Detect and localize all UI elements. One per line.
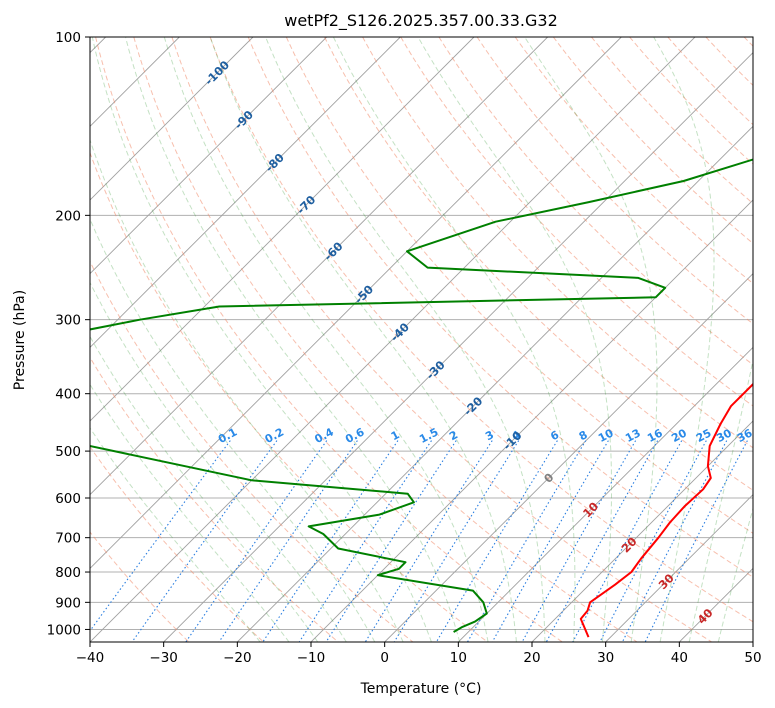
isotherm-line — [163, 52, 753, 642]
mixing-ratio-line — [262, 440, 399, 642]
mixing-ratio-line — [491, 440, 609, 642]
y-tick-label: 300 — [55, 313, 81, 329]
moist-adiabat — [653, 37, 715, 642]
isotherm-line — [90, 37, 622, 569]
mixing-ratio-line — [435, 440, 558, 642]
dry-adiabat — [209, 37, 753, 623]
mixing-ratio-line — [644, 440, 748, 642]
dry-adiabat — [400, 37, 753, 407]
moist-adiabat — [90, 427, 261, 642]
mixing-ratio-label: 25 — [694, 426, 714, 445]
x-tick-label: 10 — [450, 650, 467, 666]
temperature-profile — [579, 382, 753, 638]
chart-title: wetPf2_S126.2025.357.00.33.G32 — [284, 11, 558, 31]
y-tick-label: 600 — [55, 491, 81, 507]
moist-adiabat — [332, 37, 576, 642]
y-tick-label: 900 — [55, 595, 81, 611]
dry-adiabat — [285, 37, 753, 534]
moist-adiabat — [163, 37, 489, 642]
moist-adiabat — [717, 506, 753, 642]
moist-adiabat — [90, 383, 290, 642]
mixing-ratio-line — [218, 440, 358, 642]
x-tick-label: 0 — [380, 650, 389, 666]
dry-adiabat — [90, 445, 264, 642]
mixing-ratio-line — [298, 440, 432, 642]
dry-adiabat — [247, 37, 753, 578]
y-tick-label: 400 — [55, 387, 81, 403]
isotherm-line — [90, 37, 475, 422]
x-tick-label: 40 — [671, 650, 688, 666]
isotherm-line — [458, 346, 753, 642]
moist-adiabat — [90, 138, 404, 642]
dry-adiabat — [90, 260, 414, 642]
mixing-ratio-line — [90, 440, 231, 632]
x-tick-label: −20 — [223, 650, 252, 666]
x-tick-label: 20 — [523, 650, 540, 666]
isotherm-line — [531, 420, 753, 642]
mixing-ratio-label: 13 — [623, 426, 643, 445]
isotherm-line — [90, 37, 254, 201]
isotherm-line — [90, 37, 696, 642]
mixing-ratio-label: 36 — [735, 426, 755, 445]
axes: −40 −30 −20 −10 0 10 20 30 40 50 100 200 300 400 500 60… — [47, 30, 762, 666]
dry-adiabat — [171, 37, 712, 642]
background-lines — [90, 37, 753, 642]
isotherm-line — [90, 37, 327, 275]
mixing-ratio-line — [521, 440, 637, 642]
isotherm-line — [605, 494, 753, 642]
dry-adiabat — [552, 37, 753, 244]
dry-adiabat — [629, 37, 753, 165]
dry-adiabat — [362, 37, 753, 449]
moist-adiabat — [265, 37, 546, 642]
isotherm-line — [90, 37, 548, 496]
isotherm-line — [384, 273, 753, 642]
mixing-ratio-lines — [90, 440, 748, 642]
moist-adiabat — [91, 37, 432, 642]
profiles — [90, 158, 753, 638]
moist-adiabat — [417, 37, 612, 642]
dry-adiabat — [514, 37, 753, 285]
moist-adiabat — [209, 37, 517, 642]
isotherm-line — [237, 125, 753, 642]
mixing-ratio-line — [185, 440, 328, 642]
plot-frame — [89, 36, 754, 643]
x-axis-label: Temperature (°C) — [360, 681, 482, 697]
mixing-ratio-label: 16 — [645, 426, 665, 445]
dry-adiabat — [438, 37, 753, 366]
moist-adiabat — [90, 335, 319, 642]
mixing-ratio-line — [467, 440, 587, 642]
x-tick-label: −10 — [297, 650, 326, 666]
dry-adiabat — [90, 356, 339, 642]
y-axis-label: Pressure (hPa) — [12, 290, 28, 390]
mixing-ratio-line — [325, 440, 457, 642]
moist-adiabat — [688, 358, 753, 642]
mixing-ratio-label: 10 — [596, 426, 616, 445]
mixing-ratio-line — [131, 440, 278, 642]
isotherm-line — [90, 37, 401, 348]
mixing-ratio-line — [621, 440, 728, 642]
y-tick-label: 200 — [55, 208, 81, 224]
y-tick-label: 700 — [55, 531, 81, 547]
mixing-ratio-line — [545, 440, 659, 642]
y-tick-label: 1000 — [47, 622, 81, 638]
mixing-ratio-label: 30 — [714, 426, 734, 445]
dry-adiabat — [95, 37, 563, 642]
mixing-ratio-label: 20 — [669, 426, 689, 445]
x-tick-label: −40 — [76, 650, 105, 666]
x-tick-label: 50 — [744, 650, 761, 666]
dewpoint-profile — [90, 158, 753, 633]
y-tick-label: 100 — [55, 30, 81, 46]
moist-adiabat — [125, 37, 461, 642]
y-tick-label: 800 — [55, 565, 81, 581]
dry-adiabat — [133, 37, 638, 642]
y-tick-label: 500 — [55, 444, 81, 460]
dry-adiabat — [324, 37, 753, 491]
moist-adiabat — [90, 217, 376, 642]
moist-adiabat — [90, 281, 347, 642]
x-tick-label: 30 — [597, 650, 614, 666]
x-tick-label: −30 — [149, 650, 178, 666]
